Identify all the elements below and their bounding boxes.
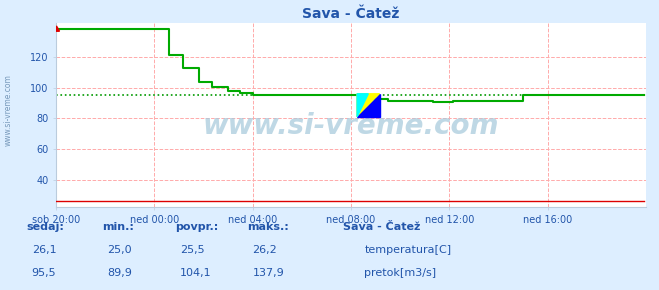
Text: povpr.:: povpr.: [175, 222, 218, 232]
Text: 25,5: 25,5 [180, 245, 204, 255]
Text: 95,5: 95,5 [32, 268, 56, 278]
Text: 104,1: 104,1 [180, 268, 212, 278]
Text: www.si-vreme.com: www.si-vreme.com [203, 112, 499, 140]
Text: 26,2: 26,2 [252, 245, 277, 255]
Text: pretok[m3/s]: pretok[m3/s] [364, 268, 436, 278]
Polygon shape [357, 94, 368, 117]
Text: 137,9: 137,9 [252, 268, 284, 278]
Title: Sava - Čatež: Sava - Čatež [302, 7, 399, 21]
Polygon shape [357, 94, 380, 117]
Text: 26,1: 26,1 [32, 245, 56, 255]
Text: min.:: min.: [102, 222, 134, 232]
Text: www.si-vreme.com: www.si-vreme.com [3, 74, 13, 146]
Polygon shape [357, 94, 380, 117]
Text: 89,9: 89,9 [107, 268, 132, 278]
Text: sedaj:: sedaj: [26, 222, 64, 232]
Text: maks.:: maks.: [247, 222, 289, 232]
Text: temperatura[C]: temperatura[C] [364, 245, 451, 255]
Text: Sava - Čatež: Sava - Čatež [343, 222, 420, 232]
Text: 25,0: 25,0 [107, 245, 132, 255]
